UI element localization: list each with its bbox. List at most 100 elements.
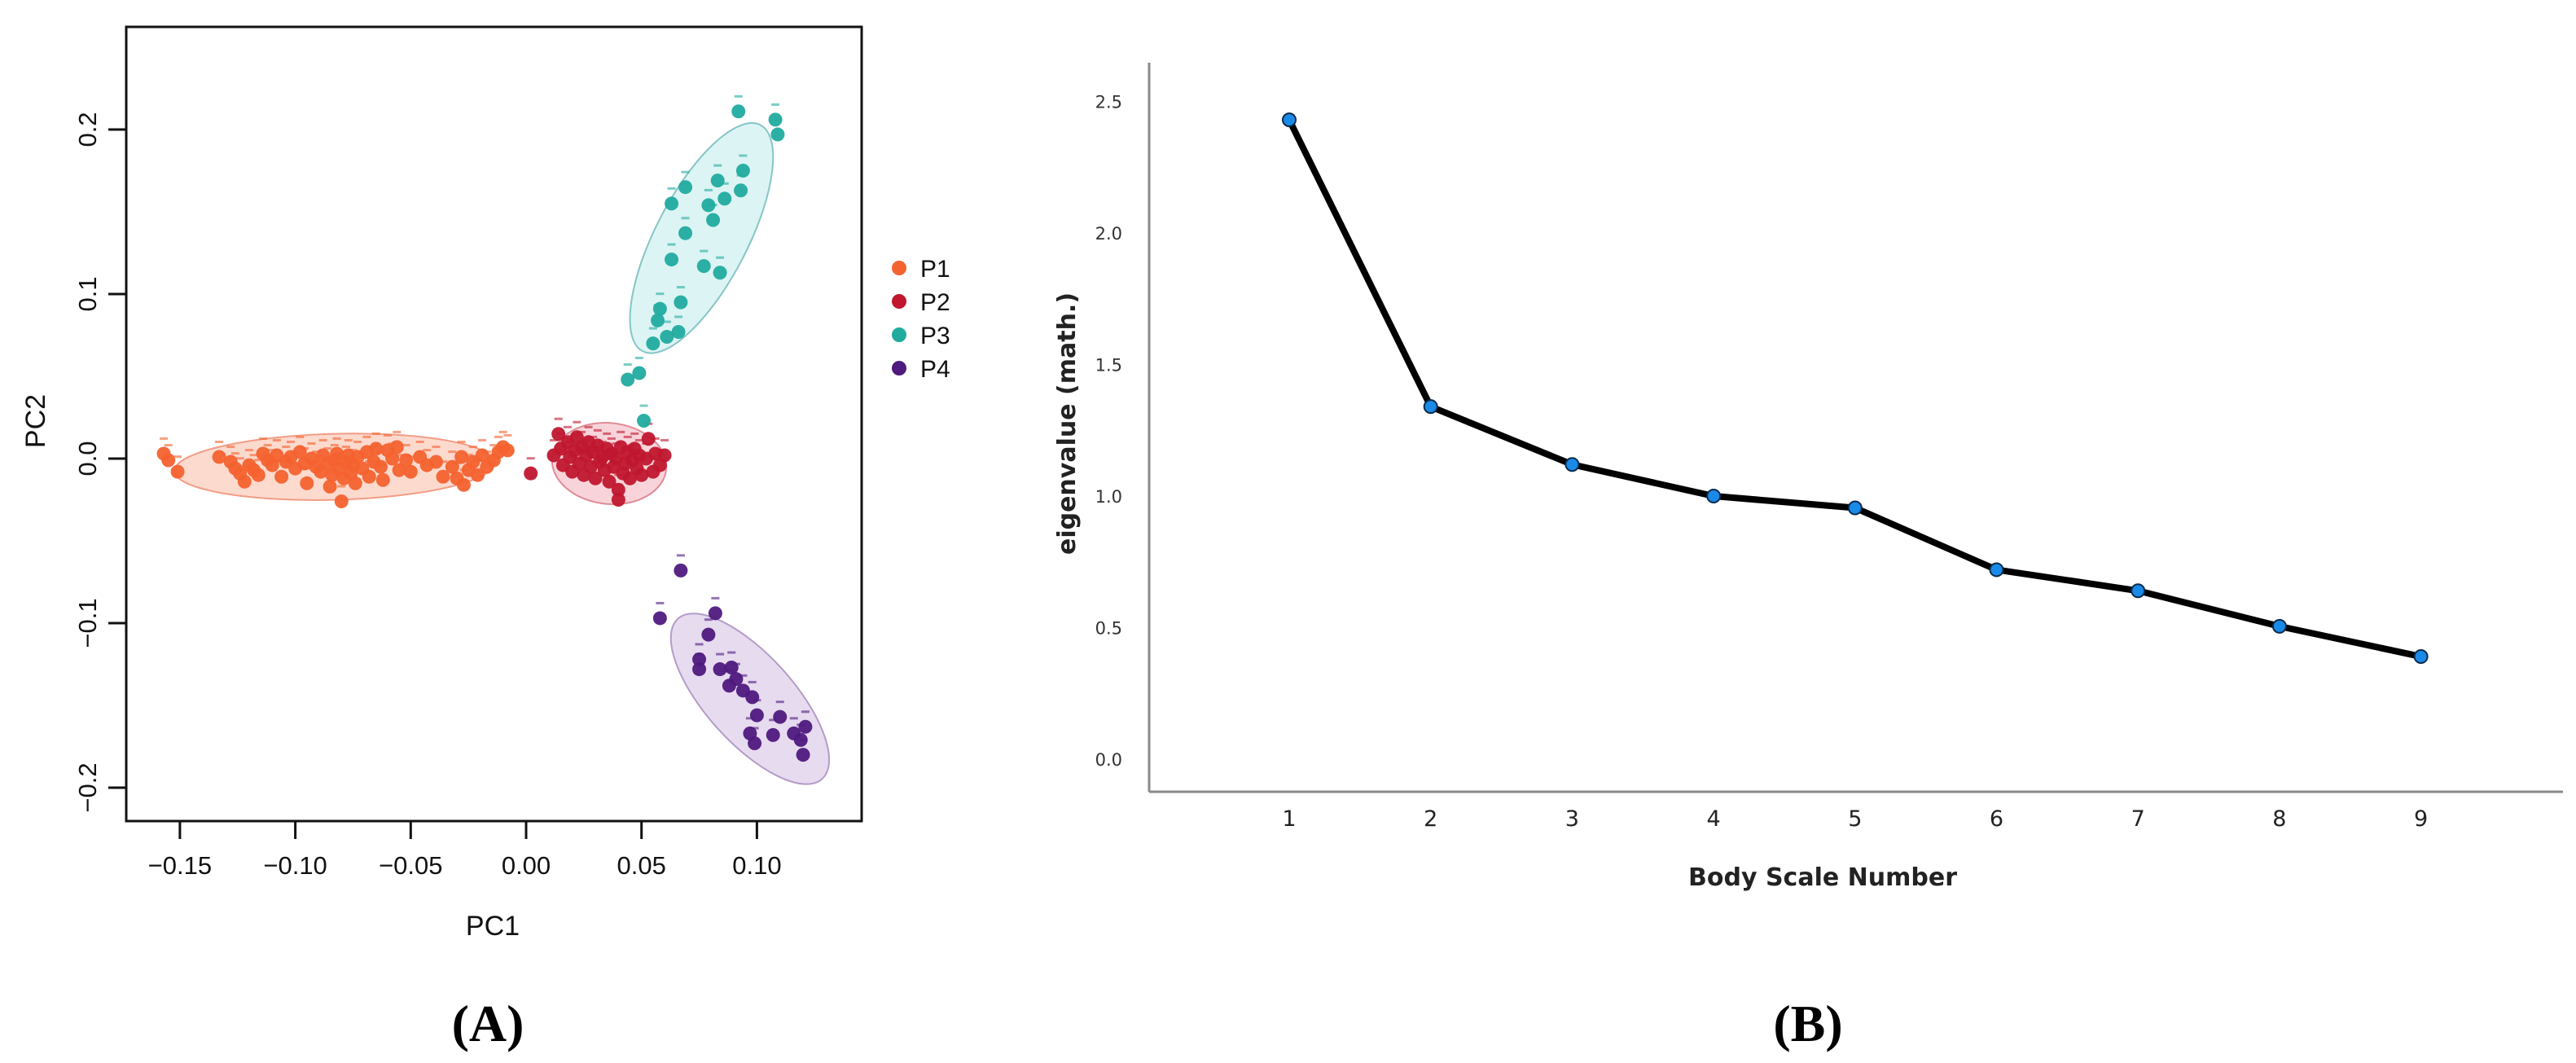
eigenvalue-marker [2271,618,2287,634]
x-axis-title: PC1 [466,911,520,942]
point-label-mark [337,485,346,488]
point-p1 [436,469,450,484]
point-label-mark [559,449,568,452]
point-label-mark [623,435,632,438]
point-label-mark [164,444,173,447]
point-label-mark [667,243,676,246]
point-label-mark [603,432,612,435]
point-p3 [706,213,721,227]
point-p1 [170,464,185,479]
x-tick-label: 5 [1848,806,1862,832]
point-label-mark [351,467,360,470]
legend-marker-p3 [892,327,906,342]
point-label-mark [323,447,332,450]
point-p1 [373,459,388,474]
point-p4 [674,563,688,578]
point-label-mark [801,710,810,714]
y-tick-label: 0.5 [1095,619,1122,639]
point-label-mark [598,440,607,443]
point-label-mark [771,103,780,106]
point-label-mark [489,444,498,447]
point-p1 [323,479,337,494]
legend-marker-p2 [892,294,906,309]
point-label-mark [739,674,748,677]
point-label-mark [402,444,410,447]
point-p3 [652,301,667,316]
point-label-mark [745,717,754,720]
point-label-mark [300,447,309,450]
point-label-mark [676,554,685,557]
x-tick-label: 0.00 [502,851,551,880]
y-tick-label: 0.0 [1095,750,1122,770]
point-p3 [671,324,686,339]
legend-label-p2: P2 [920,289,950,316]
point-label-mark [318,438,327,441]
point-label-mark [725,669,734,672]
x-tick-label: 1 [1282,806,1296,832]
point-p4 [692,662,707,677]
point-label-mark [494,435,502,438]
point-label-mark [268,449,277,452]
plot-frame [125,25,863,823]
point-label-mark [235,457,244,460]
point-p2 [524,466,538,481]
x-tick-label: −0.05 [379,851,442,880]
point-p1 [392,463,406,477]
point-label-mark [550,438,559,441]
point-p3 [710,174,725,188]
x-axis-ticks: −0.15 −0.10 −0.05 0.00 0.05 0.10 [148,821,782,880]
point-p4 [748,736,762,750]
legend: P1 P2 P3 P4 [892,256,950,383]
point-p3 [651,313,665,327]
point-label-mark [302,467,311,470]
point-p2 [634,468,649,482]
y-tick-label: −0.2 [73,762,102,812]
point-label-mark [739,154,748,157]
x-tick-label: 0.10 [732,851,781,880]
point-p2 [602,474,617,489]
eigenvalue-markers [1282,112,2429,665]
point-p4 [796,748,810,762]
point-p2 [623,471,638,485]
point-label-mark [727,651,736,654]
point-label-mark [160,437,169,440]
y-tick-label: 0.0 [73,441,102,476]
point-p3 [731,104,746,119]
point-label-mark [623,363,632,367]
point-p1 [470,468,485,482]
point-label-mark [656,601,665,604]
point-p1 [348,476,362,490]
point-label-mark [452,462,461,465]
point-label-mark [748,680,757,683]
panel-a-caption: (A) [452,995,524,1052]
point-label-mark [584,425,593,428]
point-label-mark [249,454,258,457]
point-p4 [713,662,727,677]
legend-marker-p1 [892,261,906,275]
x-tick-label: −0.10 [263,851,327,880]
point-p3 [770,127,785,142]
y-tick-label: 0.2 [73,112,102,147]
y-tick-label: 2.5 [1095,93,1122,112]
point-label-mark [353,440,362,443]
point-label-mark [376,450,385,454]
y-tick-label: −0.1 [73,598,102,648]
point-p1 [500,443,515,458]
y-tick-label: 1.5 [1095,356,1122,376]
point-label-mark [393,430,402,433]
y-axis-title: PC2 [20,394,51,448]
point-label-mark [695,652,704,656]
point-label-mark [173,455,182,459]
point-label-mark [395,454,404,457]
point-p3 [665,196,679,211]
y-tick-label: 0.1 [73,276,102,311]
x-tick-label: 6 [1990,806,2003,832]
point-label-mark [656,449,665,452]
point-label-mark [330,444,339,447]
point-label-mark [272,438,281,441]
point-label-mark [296,435,305,438]
point-p1 [456,477,471,492]
x-tick-label: 2 [1424,806,1437,832]
x-axis-ticks: 1 2 3 4 5 6 7 8 9 [1282,806,2428,832]
point-p1 [161,453,176,468]
